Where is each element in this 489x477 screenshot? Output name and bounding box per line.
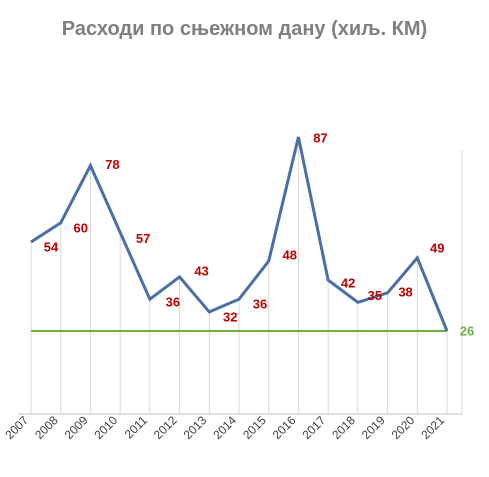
x-tick-label: 2013: [181, 413, 210, 442]
x-tick-label: 2008: [32, 413, 61, 442]
data-label: 42: [341, 276, 355, 291]
data-label: 38: [398, 284, 412, 299]
data-label: 60: [73, 220, 87, 235]
x-tick-label: 2016: [270, 413, 299, 442]
data-label: 35: [368, 288, 382, 303]
chart-title: Расходи по сњежном дану (хиљ. КМ): [61, 18, 428, 40]
x-tick-label: 2017: [299, 413, 328, 442]
x-tick-label: 2021: [418, 413, 447, 442]
x-tick-label: 2015: [240, 413, 269, 442]
x-tick-label: 2018: [329, 413, 358, 442]
data-label: 43: [194, 263, 208, 278]
data-label: 36: [166, 295, 180, 310]
data-label: 78: [105, 157, 119, 172]
data-label: 32: [223, 309, 237, 324]
data-label: 57: [136, 231, 150, 246]
x-tick-label: 2012: [151, 413, 180, 442]
x-tick-label: 2010: [91, 413, 120, 442]
reference-label: 26: [460, 323, 474, 338]
data-label: 49: [430, 240, 444, 255]
x-tick-label: 2009: [62, 413, 91, 442]
x-tick-label: 2019: [359, 413, 388, 442]
data-label: 36: [253, 297, 267, 312]
data-label: 48: [282, 247, 296, 262]
series-line: [30, 136, 449, 332]
x-tick-label: 2020: [389, 413, 418, 442]
x-tick-label: 2007: [2, 413, 31, 442]
x-tick-label: 2011: [122, 413, 150, 441]
x-tick-label: 2014: [210, 413, 239, 442]
data-label: 54: [44, 239, 59, 254]
data-label: 87: [313, 130, 327, 145]
